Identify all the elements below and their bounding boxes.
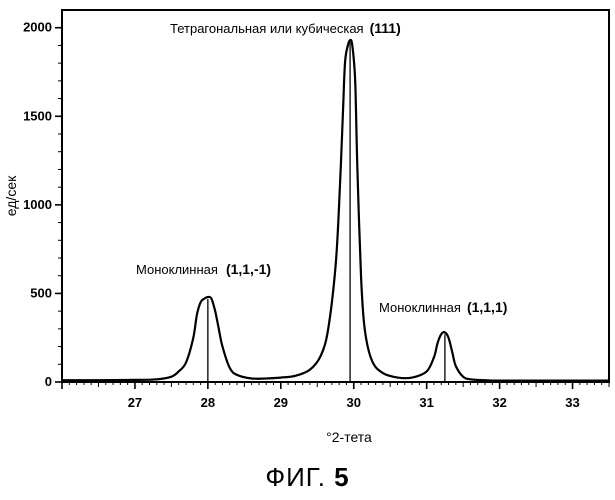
y-tick-label: 1000 [23,197,52,212]
x-tick-label: 33 [565,395,579,410]
x-tick-label: 32 [492,395,506,410]
y-axis-title: ед/сек [3,175,19,216]
x-axis-title: °2-тета [326,429,372,445]
figure-caption-prefix: ФИГ. [265,462,326,492]
x-tick-label: 31 [419,395,433,410]
y-tick-label: 1500 [23,108,52,123]
xrd-chart: 27282930313233 0500100015002000 °2-тета … [0,0,615,500]
annotation-monoclinic-111: Моноклинная(1,1,1) [379,299,507,315]
plot-frame [62,10,609,382]
x-tick-label: 27 [128,395,142,410]
x-tick-label: 29 [274,395,288,410]
peak-markers [208,42,445,382]
annotation-tetragonal-111: Тетрагональная или кубическая(111) [170,20,401,36]
xrd-series-line [62,40,609,381]
annotation-monoclinic-111-neg: Моноклинная(1,1,-1) [136,261,271,277]
figure-caption-number: 5 [334,462,349,492]
x-tick-label: 28 [201,395,215,410]
y-tick-label: 0 [45,374,52,389]
x-axis: 27 28 29 30 31 32 33 [62,382,609,410]
y-tick-label: 500 [30,285,52,300]
x-tick-label: 30 [346,395,360,410]
y-tick-label: 2000 [23,20,52,35]
y-axis: 0 500 1000 1500 2000 [23,20,62,389]
figure-caption: ФИГ. 5 [0,462,615,493]
